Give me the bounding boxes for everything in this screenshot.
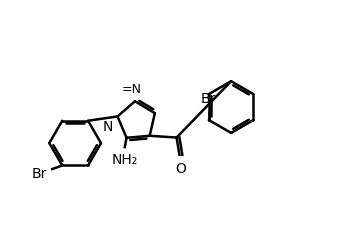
- Text: Br: Br: [31, 167, 47, 181]
- Text: Br: Br: [201, 92, 216, 106]
- Text: NH₂: NH₂: [111, 153, 138, 167]
- Text: O: O: [175, 162, 186, 176]
- Text: N: N: [102, 120, 113, 134]
- Text: =N: =N: [121, 83, 142, 96]
